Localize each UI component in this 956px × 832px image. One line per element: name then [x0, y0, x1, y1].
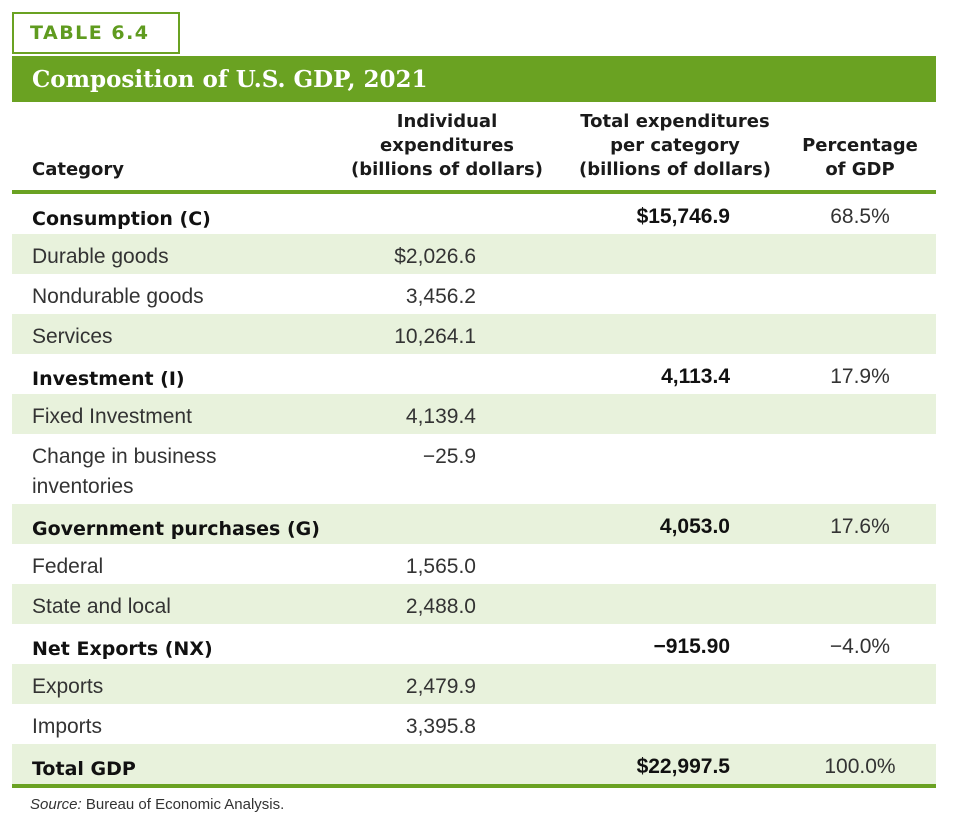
row-individual: −25.9 [422, 445, 476, 468]
table-row: Consumption (C) $15,746.9 68.5% [12, 194, 936, 234]
row-total: $15,746.9 [636, 205, 730, 228]
header-percentage: Percentage of GDP [802, 135, 918, 180]
table-row: Nondurable goods 3,456.2 [12, 274, 936, 314]
table-row: Government purchases (G) 4,053.0 17.6% [12, 504, 936, 544]
table-row: State and local 2,488.0 [12, 584, 936, 624]
row-category: Net Exports (NX) [32, 638, 213, 660]
row-individual: 1,565.0 [405, 555, 476, 578]
row-category: Exports [32, 675, 104, 698]
row-category: Change in business inventories [32, 445, 217, 498]
table-row-total: Total GDP $22,997.5 100.0% [12, 744, 936, 784]
row-category: Investment (I) [32, 368, 185, 390]
row-individual: 4,139.4 [405, 405, 476, 428]
row-individual: 2,479.9 [405, 675, 476, 698]
row-category: Federal [32, 555, 104, 578]
row-category: Services [32, 325, 113, 348]
row-percentage: 17.6% [830, 515, 890, 538]
table-row: Net Exports (NX) −915.90 −4.0% [12, 624, 936, 664]
table-row: Exports 2,479.9 [12, 664, 936, 704]
source-text: Bureau of Economic Analysis. [85, 796, 285, 813]
header-individual: Individual expenditures (billions of dol… [351, 111, 543, 180]
row-individual: 2,488.0 [405, 595, 476, 618]
table-row: Federal 1,565.0 [12, 544, 936, 584]
row-individual: $2,026.6 [394, 245, 476, 268]
row-individual: 3,456.2 [405, 285, 476, 308]
row-category: Consumption (C) [32, 208, 211, 230]
row-category: State and local [32, 595, 171, 618]
gdp-table: Category Individual expenditures (billio… [12, 102, 936, 788]
table-header: Category Individual expenditures (billio… [12, 102, 936, 194]
table-title: Composition of U.S. GDP, 2021 [12, 56, 936, 102]
row-total: $22,997.5 [636, 755, 730, 778]
table-label: TABLE 6.4 [12, 12, 180, 54]
source-label: Source: [30, 796, 82, 813]
row-percentage: 68.5% [830, 205, 890, 228]
table-row: Investment (I) 4,113.4 17.9% [12, 354, 936, 394]
table-row: Durable goods $2,026.6 [12, 234, 936, 274]
row-individual: 10,264.1 [394, 325, 476, 348]
table-row: Fixed Investment 4,139.4 [12, 394, 936, 434]
row-category: Government purchases (G) [32, 518, 320, 540]
table-row: Change in business inventories −25.9 [12, 434, 936, 504]
row-total: 4,113.4 [661, 365, 730, 388]
header-total: Total expenditures per category (billion… [579, 111, 771, 180]
row-category: Imports [32, 715, 103, 738]
row-total: −915.90 [653, 635, 731, 658]
row-category: Nondurable goods [32, 285, 204, 308]
row-percentage: 100.0% [824, 755, 896, 778]
row-individual: 3,395.8 [405, 715, 476, 738]
row-category: Total GDP [32, 758, 136, 780]
header-category: Category [32, 159, 125, 180]
table-row: Imports 3,395.8 [12, 704, 936, 744]
row-total: 4,053.0 [659, 515, 730, 538]
row-percentage: 17.9% [830, 365, 890, 388]
table-row: Services 10,264.1 [12, 314, 936, 354]
source-note: Source: Bureau of Economic Analysis. [30, 796, 284, 813]
table-bottom-rule [12, 784, 936, 788]
row-category: Fixed Investment [32, 405, 192, 428]
row-percentage: −4.0% [829, 635, 891, 658]
row-category: Durable goods [32, 245, 169, 268]
